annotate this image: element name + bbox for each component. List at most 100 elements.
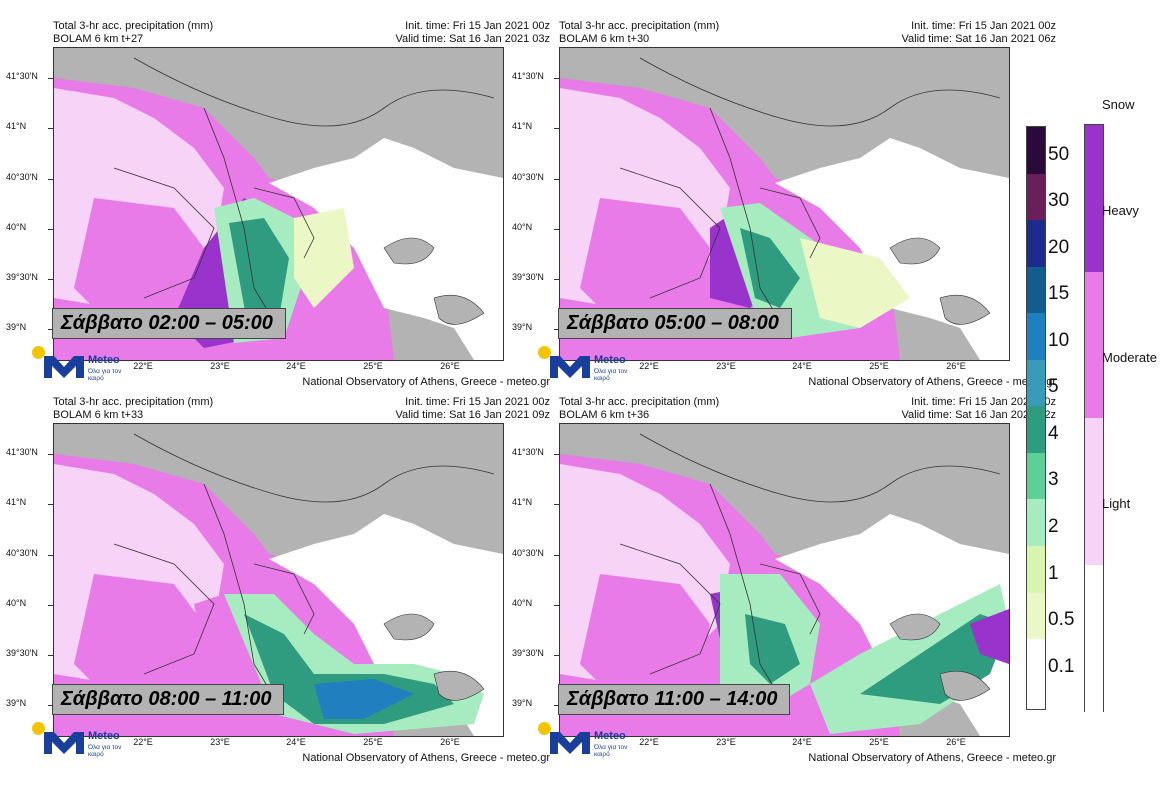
- init-time: Init. time: Fri 15 Jan 2021 00z: [405, 20, 550, 32]
- rain-scale-label: 5: [1048, 376, 1059, 398]
- rain-bar-segment: [1027, 592, 1045, 641]
- lon-label: 22°E: [639, 737, 659, 747]
- panel-title: Total 3-hr acc. precipitation (mm): [559, 396, 720, 408]
- model-run: BOLAM 6 km t+30: [559, 33, 650, 45]
- lat-label: 41°30'N: [6, 447, 38, 457]
- precip-map: [559, 47, 1010, 361]
- lon-label: 25°E: [363, 361, 383, 371]
- rain-scale-label: 2: [1048, 516, 1059, 538]
- day-time-label: Σάββατο 05:00 – 08:00: [558, 308, 792, 339]
- lat-label: 39°30'N: [6, 272, 38, 282]
- map-panel-3: Total 3-hr acc. precipitation (mm) BOLAM …: [6, 396, 550, 791]
- init-time: Init. time: Fri 15 Jan 2021 00z: [911, 396, 1056, 408]
- lat-tick: [48, 555, 53, 556]
- lat-label: 39°N: [512, 322, 533, 332]
- panel-title: Total 3-hr acc. precipitation (mm): [53, 20, 214, 32]
- model-run: BOLAM 6 km t+27: [53, 33, 144, 45]
- init-time: Init. time: Fri 15 Jan 2021 00z: [405, 396, 550, 408]
- day-time-label: Σάββατο 11:00 – 14:00: [558, 684, 791, 715]
- map-svg: [560, 424, 1009, 736]
- meteo-m-icon: [44, 732, 84, 754]
- lon-label: 25°E: [869, 361, 889, 371]
- lat-tick: [554, 78, 559, 79]
- lat-tick: [554, 329, 559, 330]
- meteo-m-icon: [44, 356, 84, 378]
- valid-time: Valid time: Sat 16 Jan 2021 09z: [395, 409, 550, 421]
- lat-tick: [48, 229, 53, 230]
- lat-tick: [554, 229, 559, 230]
- lon-label: 26°E: [440, 737, 460, 747]
- lon-label: 26°E: [946, 361, 966, 371]
- lat-tick: [554, 705, 559, 706]
- lat-tick: [48, 504, 53, 505]
- lat-label: 39°30'N: [6, 648, 38, 658]
- map-svg: [54, 424, 503, 736]
- lat-tick: [554, 504, 559, 505]
- panel-header-right: Init. time: Fri 15 Jan 2021 00z Valid tim…: [395, 20, 550, 46]
- lon-label: 26°E: [440, 361, 460, 371]
- logo-brand: Meteo: [88, 730, 120, 742]
- lon-label: 23°E: [210, 361, 230, 371]
- sun-icon: [538, 722, 551, 735]
- rain-scale-label: 30: [1048, 190, 1070, 212]
- lon-label: 23°E: [716, 361, 736, 371]
- lat-tick: [554, 179, 559, 180]
- lat-label: 40°30'N: [6, 548, 38, 558]
- lat-label: 41°30'N: [6, 71, 38, 81]
- lat-tick: [554, 454, 559, 455]
- lat-tick: [554, 128, 559, 129]
- rain-bar-segment: [1027, 359, 1045, 408]
- precip-map: [559, 423, 1010, 737]
- lon-label: 24°E: [286, 361, 306, 371]
- lat-label: 39°N: [6, 698, 27, 708]
- valid-time: Valid time: Sat 16 Jan 2021 12z: [901, 409, 1056, 421]
- rain-bar-segment: [1027, 452, 1045, 501]
- panel-title: Total 3-hr acc. precipitation (mm): [559, 20, 720, 32]
- lon-label: 24°E: [286, 737, 306, 747]
- snow-scale-label: Light: [1102, 496, 1131, 512]
- lat-tick: [48, 279, 53, 280]
- rain-scale-label: 4: [1048, 422, 1059, 444]
- meteo-logo: Meteo Όλα για τον καιρό: [32, 346, 142, 386]
- lat-label: 40°N: [6, 222, 27, 232]
- lon-label: 23°E: [716, 737, 736, 747]
- lon-label: 23°E: [210, 737, 230, 747]
- panel-header-left: Total 3-hr acc. precipitation (mm) BOLAM …: [53, 396, 213, 422]
- lat-label: 41°N: [512, 121, 533, 131]
- lat-tick: [48, 329, 53, 330]
- lat-tick: [554, 555, 559, 556]
- lat-label: 39°30'N: [512, 648, 544, 658]
- rain-scale-label: 1: [1048, 562, 1059, 584]
- lat-label: 40°N: [6, 598, 27, 608]
- lon-label: 24°E: [792, 361, 812, 371]
- map-panel-2: Total 3-hr acc. precipitation (mm) BOLAM …: [512, 20, 1056, 415]
- snow-color-bar: [1084, 124, 1104, 712]
- day-time-label: Σάββατο 08:00 – 11:00: [52, 684, 285, 715]
- lat-tick: [554, 655, 559, 656]
- lat-label: 41°30'N: [512, 447, 544, 457]
- snow-bar-segment: [1085, 125, 1103, 273]
- meteo-logo: Meteo Όλα για τον καιρό: [32, 722, 142, 762]
- logo-brand: Meteo: [594, 354, 626, 366]
- lat-tick: [48, 605, 53, 606]
- panel-header-right: Init. time: Fri 15 Jan 2021 00z Valid tim…: [901, 20, 1056, 46]
- lat-tick: [48, 454, 53, 455]
- lon-label: 22°E: [639, 361, 659, 371]
- sun-icon: [32, 346, 45, 359]
- meteo-logo: Meteo Όλα για τον καιρό: [538, 722, 648, 762]
- lat-label: 41°N: [512, 497, 533, 507]
- snow-legend-title: Snow: [1102, 97, 1135, 112]
- meteo-logo: Meteo Όλα για τον καιρό: [538, 346, 648, 386]
- valid-time: Valid time: Sat 16 Jan 2021 03z: [395, 33, 550, 45]
- lat-label: 41°N: [6, 121, 27, 131]
- model-run: BOLAM 6 km t+33: [53, 409, 144, 421]
- panel-title: Total 3-hr acc. precipitation (mm): [53, 396, 214, 408]
- lon-label: 22°E: [133, 361, 153, 371]
- lat-tick: [48, 655, 53, 656]
- lat-tick: [554, 605, 559, 606]
- rain-scale-label: 3: [1048, 469, 1059, 491]
- lat-label: 40°30'N: [6, 172, 38, 182]
- rain-bar-segment: [1027, 220, 1045, 268]
- rain-color-bar: [1026, 126, 1046, 710]
- rain-scale-label: 10: [1048, 329, 1070, 351]
